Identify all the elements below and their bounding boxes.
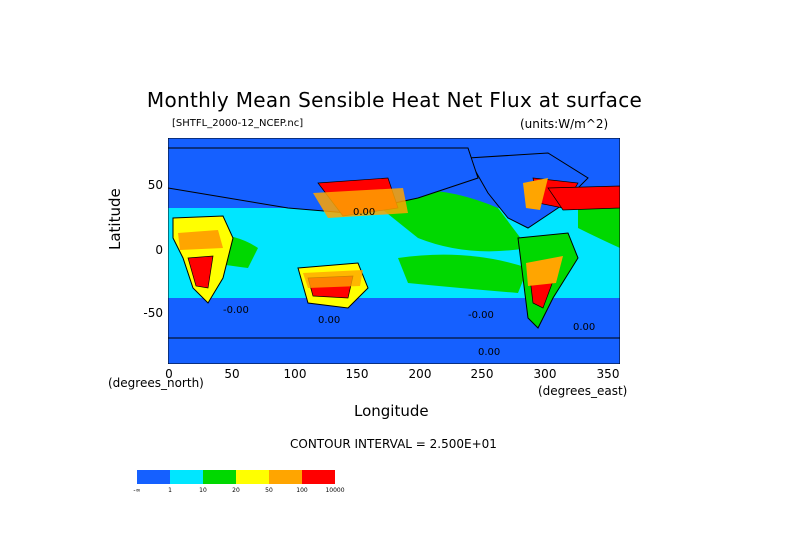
colorbar <box>137 470 335 484</box>
x-tick-label: 0 <box>165 367 173 381</box>
y-tick-label: 50 <box>147 178 163 192</box>
colorbar-swatch <box>203 470 236 484</box>
contour-label: 0.00 <box>318 315 340 326</box>
green-patch <box>398 254 528 293</box>
contour-label: 0.00 <box>353 207 375 218</box>
colorbar-label: -∞ <box>133 487 141 494</box>
africa-hotspot <box>187 255 214 289</box>
antarctica <box>168 337 620 364</box>
x-tick-label: 350 <box>596 367 620 381</box>
colorbar-label: 20 <box>232 487 240 494</box>
asia-east-warm <box>313 188 408 218</box>
colorbar-swatch <box>302 470 335 484</box>
north-america-east-warm <box>523 178 548 210</box>
contour-label: -0.00 <box>223 305 249 316</box>
green-patch <box>368 190 528 252</box>
chart-title: Monthly Mean Sensible Heat Net Flux at s… <box>146 88 643 112</box>
europe-warm <box>547 185 620 211</box>
colorbar-swatch <box>236 470 269 484</box>
colorbar-swatch <box>137 470 170 484</box>
x-tick-label: 100 <box>283 367 307 381</box>
x-axis-unit: (degrees_east) <box>538 384 628 398</box>
y-tick-label: 0 <box>155 243 163 257</box>
colorbar-label: 10 <box>199 487 207 494</box>
contour-label: 0.00 <box>573 322 595 333</box>
units-label: (units:W/m^2) <box>520 117 609 131</box>
x-tick-label: 150 <box>345 367 369 381</box>
colorbar-label: 10000 <box>325 487 345 494</box>
x-tick-label: 50 <box>224 367 240 381</box>
south-america-warm <box>526 256 563 286</box>
colorbar-label: 1 <box>168 487 172 494</box>
x-tick-label: 200 <box>408 367 432 381</box>
colorbar-label: 50 <box>265 487 273 494</box>
contour-label: 0.00 <box>478 347 500 358</box>
contour-label: -0.00 <box>468 310 494 321</box>
contour-interval-label: CONTOUR INTERVAL = 2.500E+01 <box>290 437 497 451</box>
africa-warm <box>178 230 223 250</box>
y-axis-label: Latitude <box>106 188 124 250</box>
file-label: [SHTFL_2000-12_NCEP.nc] <box>172 118 304 129</box>
x-axis-label: Longitude <box>354 402 429 420</box>
y-tick-label: -50 <box>143 306 163 320</box>
green-patch <box>578 196 620 248</box>
y-axis-unit: (degrees_north) <box>108 376 204 390</box>
colorbar-swatch <box>170 470 203 484</box>
heat-flux-map: -0.00 0.00 0.00 -0.00 0.00 0.00 <box>168 138 620 364</box>
australia-warm <box>303 270 363 288</box>
x-tick-label: 300 <box>533 367 557 381</box>
colorbar-swatch <box>269 470 302 484</box>
x-tick-label: 250 <box>470 367 494 381</box>
colorbar-label: 100 <box>296 487 308 494</box>
